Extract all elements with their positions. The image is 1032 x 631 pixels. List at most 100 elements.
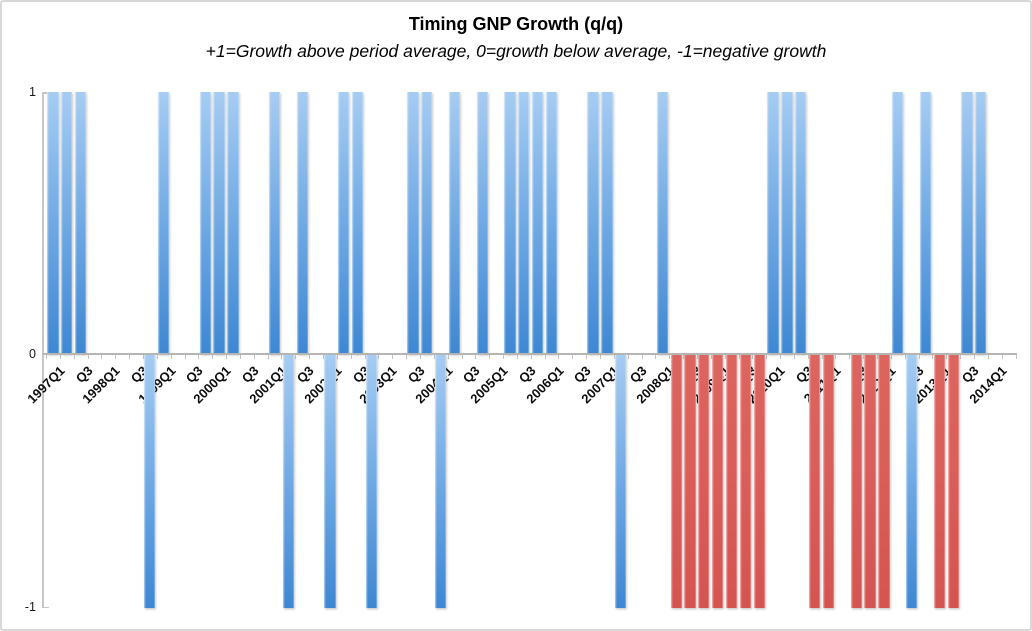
bar-2001Q1 bbox=[268, 92, 281, 354]
y-axis-line bbox=[42, 92, 44, 608]
bar-2012Q2 bbox=[892, 92, 904, 354]
bar-2001Q3 bbox=[296, 92, 308, 354]
bar-2000Q1 bbox=[213, 92, 225, 354]
x-axis-tick bbox=[101, 354, 103, 359]
bar-2011Q3 bbox=[850, 354, 862, 609]
y-axis-label-1: 1 bbox=[29, 85, 36, 99]
x-axis-tick bbox=[877, 354, 878, 359]
x-axis-tick bbox=[627, 354, 629, 359]
x-axis-tick bbox=[641, 354, 643, 359]
x-axis-tick bbox=[323, 354, 324, 359]
x-axis-tick bbox=[142, 354, 144, 359]
bar-2005Q2 bbox=[504, 92, 516, 354]
y-axis-label--1: -1 bbox=[24, 599, 36, 614]
x-axis-tick bbox=[461, 354, 463, 359]
x-axis-tick bbox=[489, 354, 491, 359]
y-axis-tick-minus1 bbox=[42, 606, 49, 608]
x-axis-tick bbox=[807, 354, 809, 359]
x-axis-tick bbox=[226, 354, 227, 359]
x-axis-tick bbox=[793, 354, 795, 359]
bar-1997Q1 bbox=[47, 92, 59, 354]
bar-2007Q2 bbox=[615, 354, 627, 609]
bar-2002Q3 bbox=[351, 92, 364, 354]
x-axis-tick bbox=[281, 354, 283, 359]
x-axis-tick bbox=[184, 354, 186, 359]
bar-2005Q3 bbox=[518, 92, 530, 354]
x-axis-tick bbox=[835, 354, 837, 359]
bar-2010Q2 bbox=[781, 92, 793, 354]
bar-2002Q2 bbox=[338, 92, 350, 354]
x-axis-tick bbox=[863, 354, 865, 359]
x-axis-tick bbox=[821, 354, 823, 359]
bar-1998Q4 bbox=[144, 354, 156, 609]
bar-2010Q1 bbox=[767, 92, 779, 354]
x-axis-tick bbox=[683, 354, 685, 359]
x-axis-tick bbox=[309, 354, 311, 359]
x-axis-tick bbox=[586, 354, 588, 359]
y-axis-label-0: 0 bbox=[29, 346, 36, 361]
bar-2011Q4 bbox=[864, 354, 876, 609]
x-axis-tick bbox=[530, 354, 532, 359]
x-axis-tick bbox=[156, 354, 158, 359]
bar-1997Q2 bbox=[61, 92, 73, 354]
x-axis-tick bbox=[336, 354, 338, 359]
x-axis-tick bbox=[378, 354, 380, 359]
bar-2013Q4 bbox=[975, 92, 987, 354]
x-axis-tick bbox=[973, 354, 975, 359]
x-axis-tick bbox=[87, 354, 89, 359]
x-axis-tick bbox=[724, 354, 726, 359]
x-axis-tick bbox=[696, 354, 698, 359]
bar-2009Q3 bbox=[739, 354, 752, 609]
x-axis-tick bbox=[946, 354, 948, 359]
bar-2000Q2 bbox=[227, 92, 239, 354]
bar-2010Q4 bbox=[809, 354, 821, 609]
chart-title: Timing GNP Growth (q/q) bbox=[408, 14, 624, 34]
bar-2009Q1 bbox=[712, 354, 724, 609]
bar-2004Q1 bbox=[435, 354, 447, 609]
bar-2002Q1 bbox=[324, 354, 336, 609]
bar-2008Q3 bbox=[684, 354, 696, 609]
bar-2009Q2 bbox=[725, 354, 738, 609]
x-axis-tick bbox=[406, 354, 408, 359]
x-axis-tick bbox=[752, 354, 754, 359]
x-axis-tick bbox=[59, 354, 61, 359]
bar-2013Q2 bbox=[947, 354, 959, 609]
bar-2013Q3 bbox=[961, 92, 973, 354]
bar-2008Q2 bbox=[670, 354, 682, 609]
x-axis-tick bbox=[890, 354, 892, 359]
x-axis-tick bbox=[115, 354, 117, 359]
x-axis-tick bbox=[987, 354, 989, 359]
x-axis-tick bbox=[738, 354, 740, 359]
bar-2003Q4 bbox=[421, 92, 433, 354]
y-axis-tick-plus1 bbox=[42, 92, 49, 94]
x-axis-tick bbox=[364, 354, 366, 359]
x-axis-tick bbox=[613, 354, 615, 359]
x-axis-tick bbox=[558, 354, 560, 359]
bar-2004Q4 bbox=[476, 92, 488, 354]
x-axis-tick bbox=[572, 354, 574, 359]
x-axis-tick bbox=[239, 354, 241, 359]
x-axis-tick bbox=[350, 354, 352, 359]
x-axis-tick bbox=[1015, 354, 1017, 359]
x-axis-tick bbox=[766, 354, 768, 359]
x-axis-tick bbox=[960, 354, 962, 359]
bar-2006Q4 bbox=[587, 92, 599, 354]
x-axis-tick bbox=[1001, 354, 1003, 359]
bar-2010Q3 bbox=[795, 92, 807, 354]
x-axis-tick bbox=[475, 354, 477, 359]
x-axis-tick bbox=[73, 354, 75, 359]
x-axis-tick bbox=[170, 354, 172, 359]
x-axis-tick bbox=[932, 354, 934, 359]
x-axis-tick bbox=[780, 354, 781, 359]
chart-subtitle: +1=Growth above period average, 0=growth… bbox=[205, 41, 827, 61]
x-axis-tick bbox=[544, 354, 546, 359]
bar-1997Q3 bbox=[74, 92, 87, 354]
x-axis-tick bbox=[516, 354, 518, 359]
bar-2001Q2 bbox=[282, 354, 294, 609]
bar-2006Q1 bbox=[545, 92, 558, 354]
bar-2008Q1 bbox=[656, 92, 668, 354]
x-axis-tick bbox=[129, 354, 131, 359]
x-axis-tick bbox=[295, 354, 297, 359]
bar-2005Q4 bbox=[532, 92, 544, 354]
